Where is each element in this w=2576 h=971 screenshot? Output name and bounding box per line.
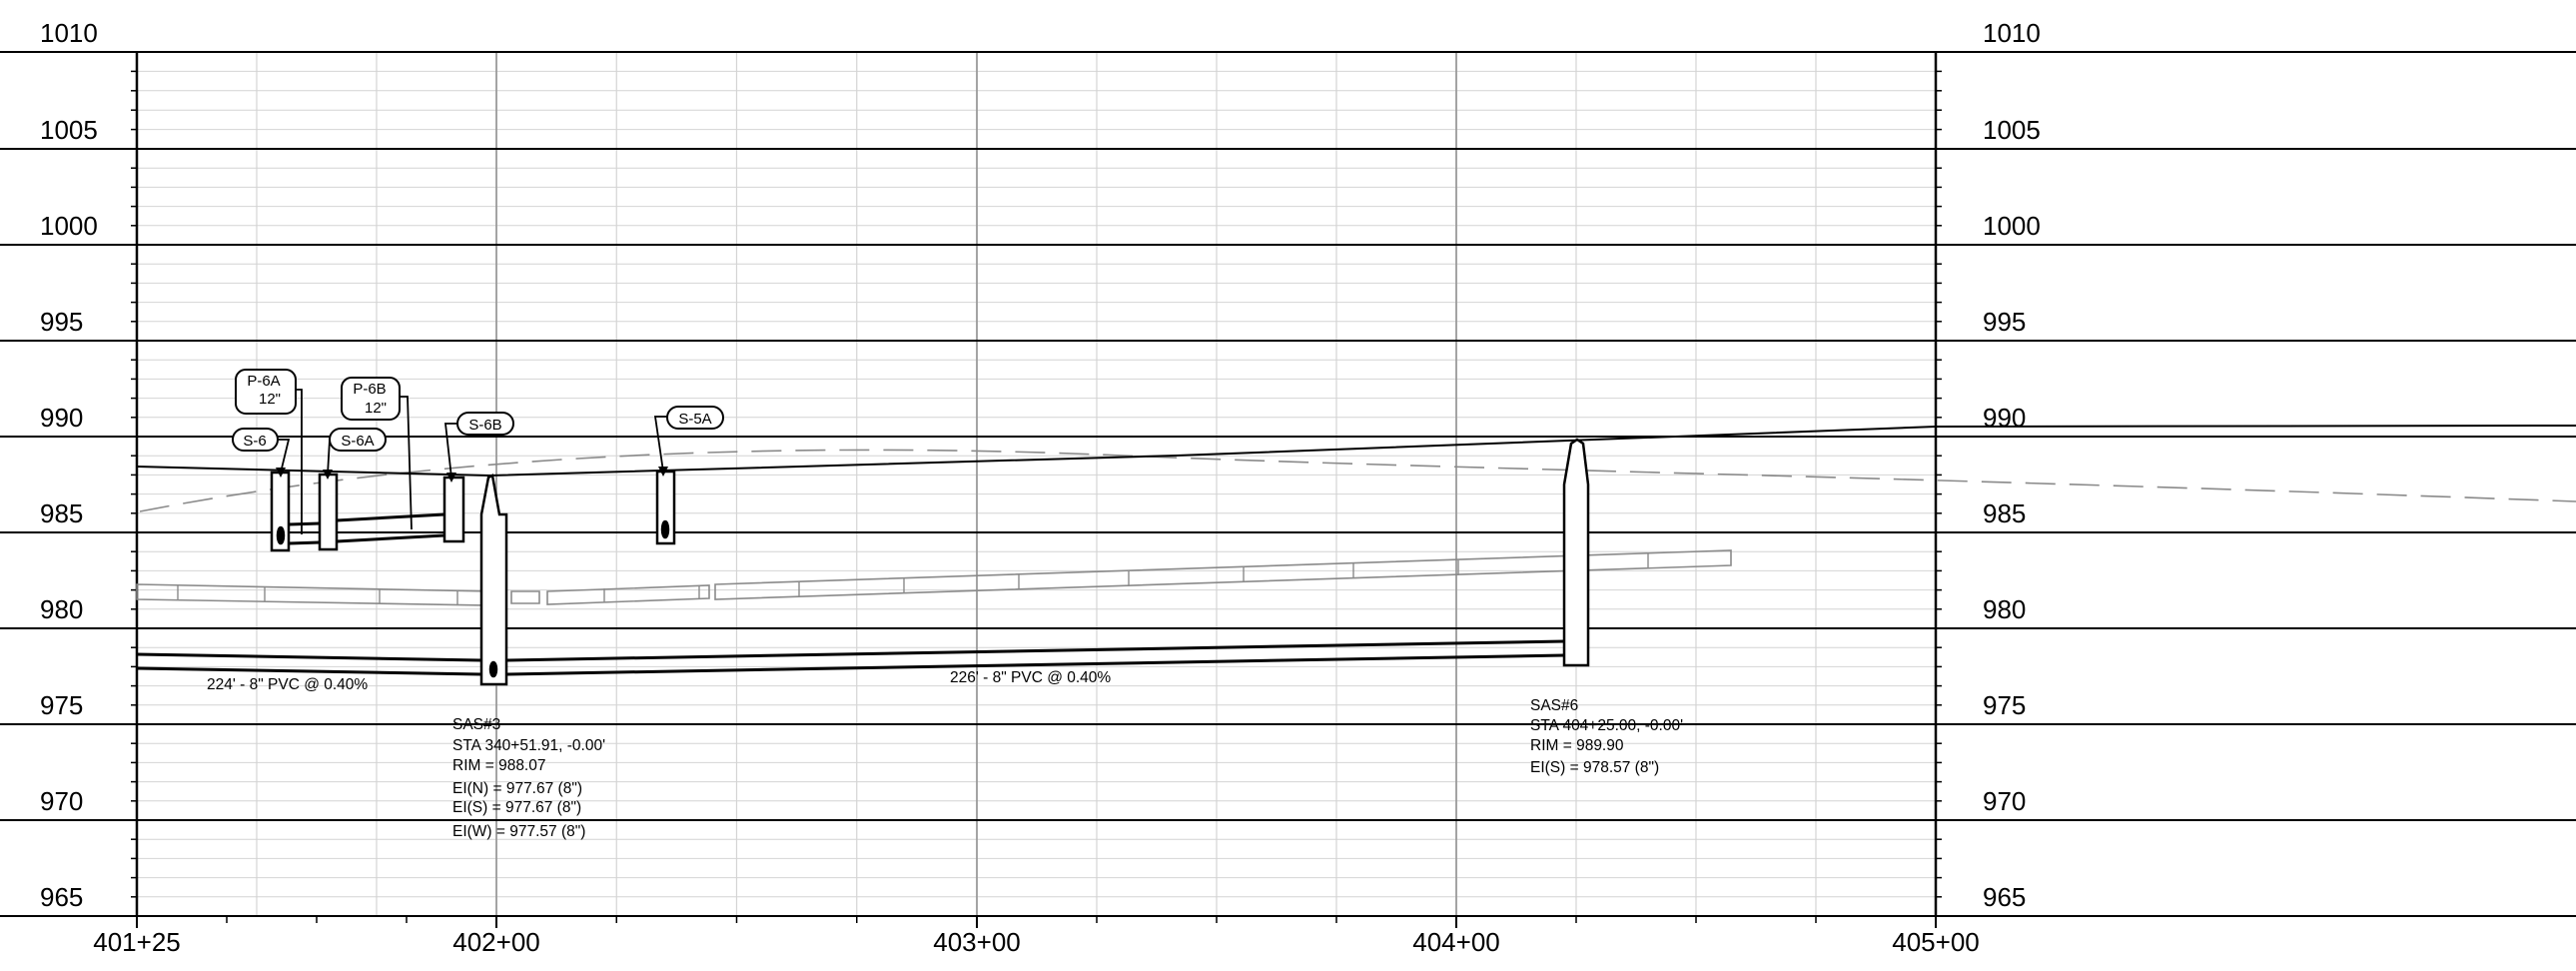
sas6-rim: RIM = 989.90	[1530, 737, 1624, 754]
station-scale: 401+25 402+00 403+00 404+00 405+00	[93, 927, 1979, 957]
elevation-label-right: 990	[1983, 403, 2026, 433]
existing-ground-line	[139, 449, 2576, 512]
tag-s-6b: S-6B	[456, 412, 514, 436]
proposed-grade-line	[136, 425, 2576, 478]
elevation-label-right: 1005	[1983, 115, 2041, 145]
callout-arrowheads	[276, 467, 668, 483]
svg-text:P-6B: P-6B	[353, 381, 386, 398]
elevation-label-right: 970	[1983, 786, 2026, 816]
elevation-label-left: 1000	[40, 211, 98, 241]
station-label: 403+00	[933, 927, 1020, 957]
elevation-label-right: 965	[1983, 882, 2026, 912]
elevation-label-right: 995	[1983, 307, 2026, 337]
tag-p-6b: P-6B 12"	[341, 377, 401, 421]
tag-s-6: S-6	[232, 428, 279, 452]
elevation-label-right: 1000	[1983, 211, 2041, 241]
svg-text:S-6A: S-6A	[341, 433, 374, 450]
sas3-rim: RIM = 988.07	[452, 757, 545, 774]
station-label: 401+25	[93, 927, 180, 957]
elevation-label-left: 980	[40, 594, 83, 624]
elevation-label-left: 995	[40, 307, 83, 337]
sas3-station: STA 340+51.91, -0.00'	[452, 737, 605, 754]
pipe-label-east: 226' - 8" PVC @ 0.40%	[950, 669, 1111, 686]
sas3-invert-n: EI(N) = 977.67 (8")	[452, 780, 582, 797]
tag-s-6a: S-6A	[329, 428, 387, 452]
elevation-label-right: 980	[1983, 594, 2026, 624]
sanitary-main-pipes	[136, 639, 1565, 676]
elevation-label-left: 975	[40, 690, 83, 720]
elevation-label-left: 965	[40, 882, 83, 912]
elevation-label-right: 975	[1983, 690, 2026, 720]
manhole-sas6	[1562, 438, 1590, 667]
svg-text:S-6: S-6	[243, 433, 266, 450]
svg-text:S-5A: S-5A	[678, 411, 711, 428]
manhole-sas3	[479, 474, 508, 686]
profile-grid	[0, 51, 2576, 928]
tag-p-6a: P-6A 12"	[235, 369, 297, 415]
storm-structures	[270, 470, 676, 552]
svg-text:12": 12"	[259, 391, 281, 408]
elevation-label-left: 970	[40, 786, 83, 816]
svg-text:P-6A: P-6A	[247, 373, 280, 390]
elevation-scale: 1010 1010 1005 1005 1000 1000 995 995 990 990 985 9…	[40, 18, 2041, 912]
sas3-name: SAS#3	[452, 716, 500, 733]
tag-s-5a: S-5A	[666, 406, 724, 430]
sas6-station: STA 404+25.00, -0.00'	[1530, 717, 1683, 734]
sas3-invert-s: EI(S) = 977.67 (8")	[452, 799, 581, 816]
storm-pipes	[288, 512, 445, 545]
svg-text:S-6B: S-6B	[468, 417, 501, 434]
pipe-label-west: 224' - 8" PVC @ 0.40%	[207, 676, 368, 693]
sas3-data-block: SAS#3 STA 340+51.91, -0.00' RIM = 988.07…	[452, 716, 605, 840]
sas6-name: SAS#6	[1530, 697, 1578, 714]
elevation-label-right: 1010	[1983, 18, 2041, 48]
elevation-label-left: 1010	[40, 18, 98, 48]
svg-text:12": 12"	[365, 400, 387, 417]
station-label: 402+00	[452, 927, 539, 957]
elevation-label-left: 985	[40, 498, 83, 528]
sas6-invert-s: EI(S) = 978.57 (8")	[1530, 759, 1659, 776]
elevation-label-left: 1005	[40, 115, 98, 145]
elevation-label-right: 985	[1983, 498, 2026, 528]
sas6-data-block: SAS#6 STA 404+25.00, -0.00' RIM = 989.90…	[1530, 697, 1683, 776]
sas3-invert-w: EI(W) = 977.57 (8")	[452, 823, 585, 840]
elevation-label-left: 990	[40, 403, 83, 433]
station-label: 405+00	[1892, 927, 1979, 957]
station-label: 404+00	[1412, 927, 1499, 957]
